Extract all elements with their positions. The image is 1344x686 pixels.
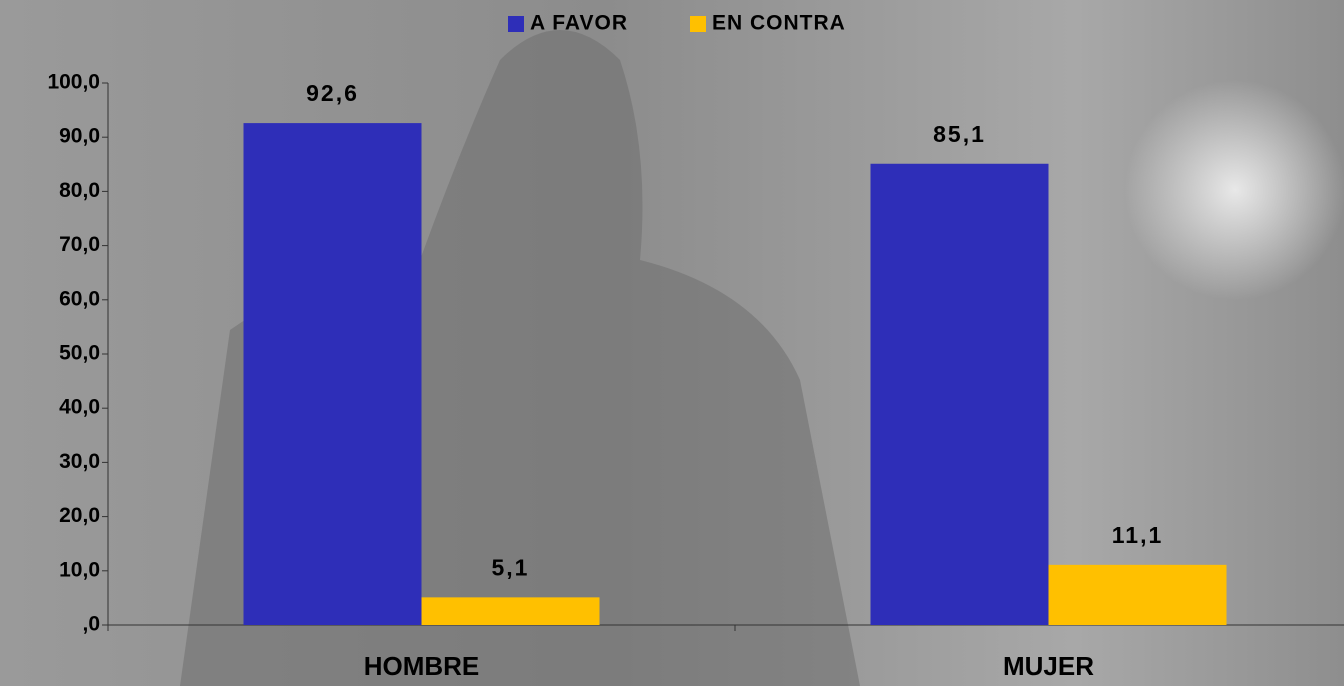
y-tick-label: 20,0 [59, 504, 100, 527]
y-tick-label: 90,0 [59, 125, 100, 148]
bar [421, 597, 600, 625]
y-tick-label: 50,0 [59, 342, 100, 365]
y-tick-label: 60,0 [59, 287, 100, 310]
legend-label: A FAVOR [530, 12, 628, 35]
x-tick-label: MUJER [1003, 651, 1094, 681]
y-tick-label: 80,0 [59, 179, 100, 202]
bar [243, 123, 422, 625]
x-tick-label: HOMBRE [364, 651, 480, 681]
value-label: 92,6 [306, 80, 359, 106]
bar [870, 163, 1049, 625]
y-tick-label: ,0 [82, 613, 100, 636]
background-lamp [1125, 80, 1344, 300]
y-tick-label: 40,0 [59, 396, 100, 419]
y-tick-label: 10,0 [59, 558, 100, 581]
value-label: 85,1 [933, 121, 986, 147]
y-tick-label: 100,0 [47, 71, 100, 94]
value-label: 5,1 [492, 554, 530, 580]
legend-swatch [508, 16, 524, 32]
bar [1048, 564, 1227, 625]
y-tick-label: 30,0 [59, 450, 100, 473]
value-label: 11,1 [1112, 522, 1164, 548]
legend-label: EN CONTRA [712, 12, 846, 35]
legend-swatch [690, 16, 706, 32]
y-tick-label: 70,0 [59, 233, 100, 256]
